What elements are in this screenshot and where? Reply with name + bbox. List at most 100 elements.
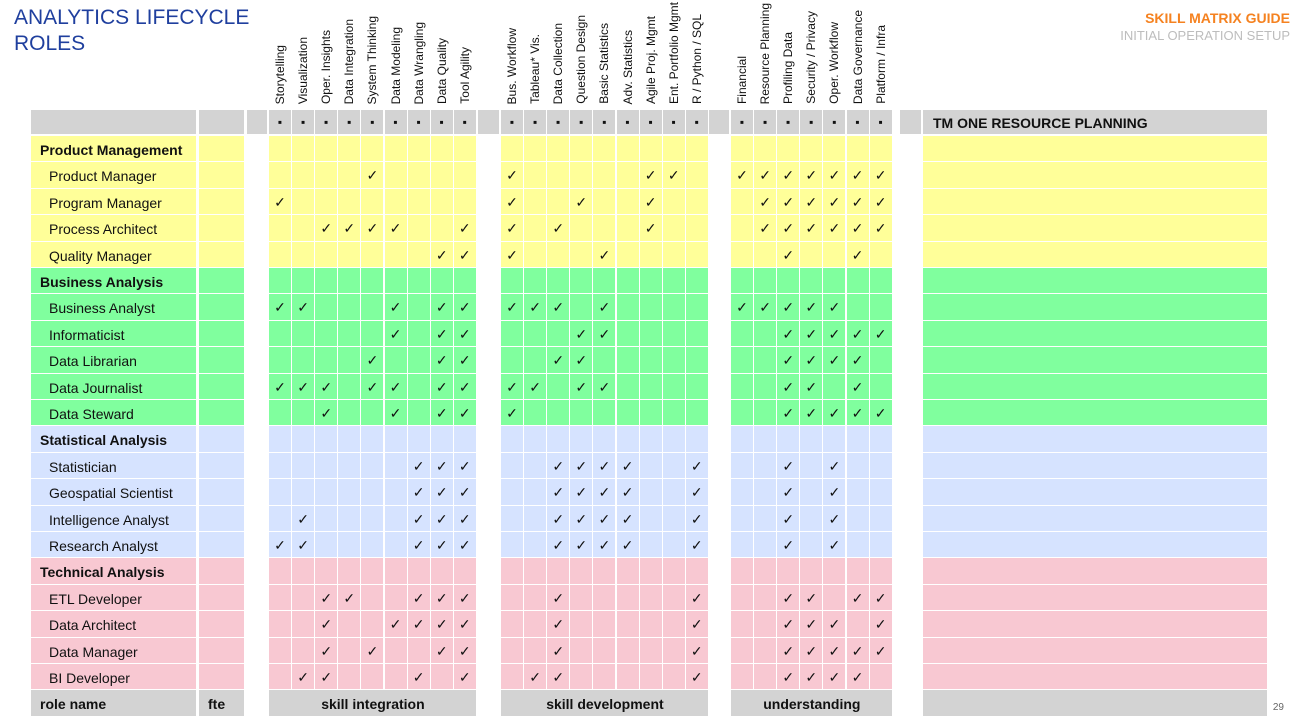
column-header-label: Oper. Insights [319, 29, 334, 104]
matrix-cell [685, 136, 709, 163]
matrix-cell [777, 611, 801, 638]
matrix-cell [338, 637, 362, 664]
matrix-cell [338, 532, 362, 559]
matrix-cell [430, 188, 454, 216]
matrix-cell [524, 294, 548, 321]
check-mark: ✓ [274, 537, 286, 553]
check-mark: ✓ [598, 457, 611, 474]
role-label: Program Manager [49, 194, 162, 211]
header-gap-cell [478, 110, 500, 135]
check-mark: ✓ [506, 246, 518, 263]
tm-cell [923, 373, 1268, 400]
role-row [31, 400, 197, 427]
matrix-cell [570, 426, 594, 453]
matrix-cell [823, 320, 847, 348]
matrix-cell [639, 215, 663, 242]
column-header: Data Governance [847, 0, 870, 104]
matrix-cell [777, 452, 801, 480]
matrix-cell [315, 479, 339, 506]
check-mark: ✓ [690, 537, 703, 553]
matrix-cell [823, 136, 847, 163]
matrix-cell [685, 320, 709, 348]
matrix-cell [315, 347, 339, 374]
matrix-cell [685, 479, 709, 506]
fte-cell [199, 136, 245, 163]
matrix-cell [292, 320, 316, 348]
header-col-cell [338, 110, 362, 135]
check-mark: ✓ [389, 616, 402, 633]
fte-cell [199, 268, 245, 295]
matrix-cell [315, 558, 339, 585]
matrix-cell [754, 479, 778, 506]
header-marker: ▪ [556, 115, 561, 129]
matrix-cell [384, 637, 408, 664]
check-mark: ✓ [851, 325, 864, 342]
matrix-cell [430, 664, 454, 691]
role-row [31, 532, 197, 559]
matrix-cell [777, 268, 801, 295]
check-mark: ✓ [458, 616, 471, 633]
matrix-cell [315, 400, 339, 427]
check-mark: ✓ [412, 484, 425, 501]
check-mark: ✓ [598, 510, 611, 527]
matrix-cell [269, 558, 293, 585]
check-mark: ✓ [389, 220, 402, 237]
matrix-cell [315, 320, 339, 348]
category-row [31, 426, 197, 453]
role-row [31, 505, 197, 532]
group-label: skill integration [321, 696, 425, 712]
matrix-cell [823, 452, 847, 480]
matrix-cell [453, 373, 477, 400]
matrix-cell [846, 320, 870, 348]
matrix-cell [869, 611, 893, 638]
column-header-label: Adv. Statistics [620, 29, 635, 104]
matrix-cell [685, 400, 709, 427]
header-col-cell [846, 110, 870, 135]
check-mark: ✓ [506, 220, 518, 237]
matrix-cell [430, 611, 454, 638]
matrix-cell [384, 294, 408, 321]
matrix-cell [570, 268, 594, 295]
check-mark: ✓ [782, 167, 795, 184]
header-marker: ▪ [532, 115, 538, 129]
check-mark: ✓ [320, 405, 333, 421]
role-row [31, 320, 197, 348]
matrix-cell [754, 136, 778, 163]
matrix-cell [731, 611, 755, 638]
matrix-cell [570, 241, 594, 268]
check-mark: ✓ [435, 378, 448, 395]
matrix-cell [547, 136, 571, 163]
check-mark: ✓ [297, 537, 309, 553]
matrix-cell [292, 347, 316, 374]
matrix-cell [524, 558, 548, 585]
matrix-cell [869, 188, 893, 216]
matrix-cell [593, 136, 617, 163]
matrix-cell [570, 479, 594, 506]
header-col-cell [616, 110, 640, 135]
matrix-cell [430, 479, 454, 506]
matrix-cell [361, 532, 385, 559]
matrix-cell [430, 637, 454, 664]
role-row [31, 215, 197, 242]
matrix-cell [570, 505, 594, 532]
check-mark: ✓ [851, 246, 864, 263]
matrix-cell [501, 215, 525, 242]
header-marker: ▪ [855, 115, 860, 129]
matrix-cell [501, 320, 525, 348]
matrix-cell [662, 215, 686, 242]
matrix-cell [777, 320, 801, 348]
matrix-cell [777, 241, 801, 268]
matrix-cell [338, 664, 362, 691]
matrix-cell [869, 373, 893, 400]
matrix-cell [501, 452, 525, 480]
category-label: Business Analysis [40, 274, 164, 290]
tm-cell [923, 400, 1268, 427]
check-mark: ✓ [690, 484, 703, 501]
matrix-cell [800, 136, 824, 163]
matrix-cell [869, 215, 893, 242]
column-header-label: Data Integration [342, 18, 357, 104]
header-marker: ▪ [416, 115, 421, 129]
header-col-cell [593, 110, 617, 135]
matrix-cell [524, 584, 548, 612]
role-row [31, 479, 197, 506]
